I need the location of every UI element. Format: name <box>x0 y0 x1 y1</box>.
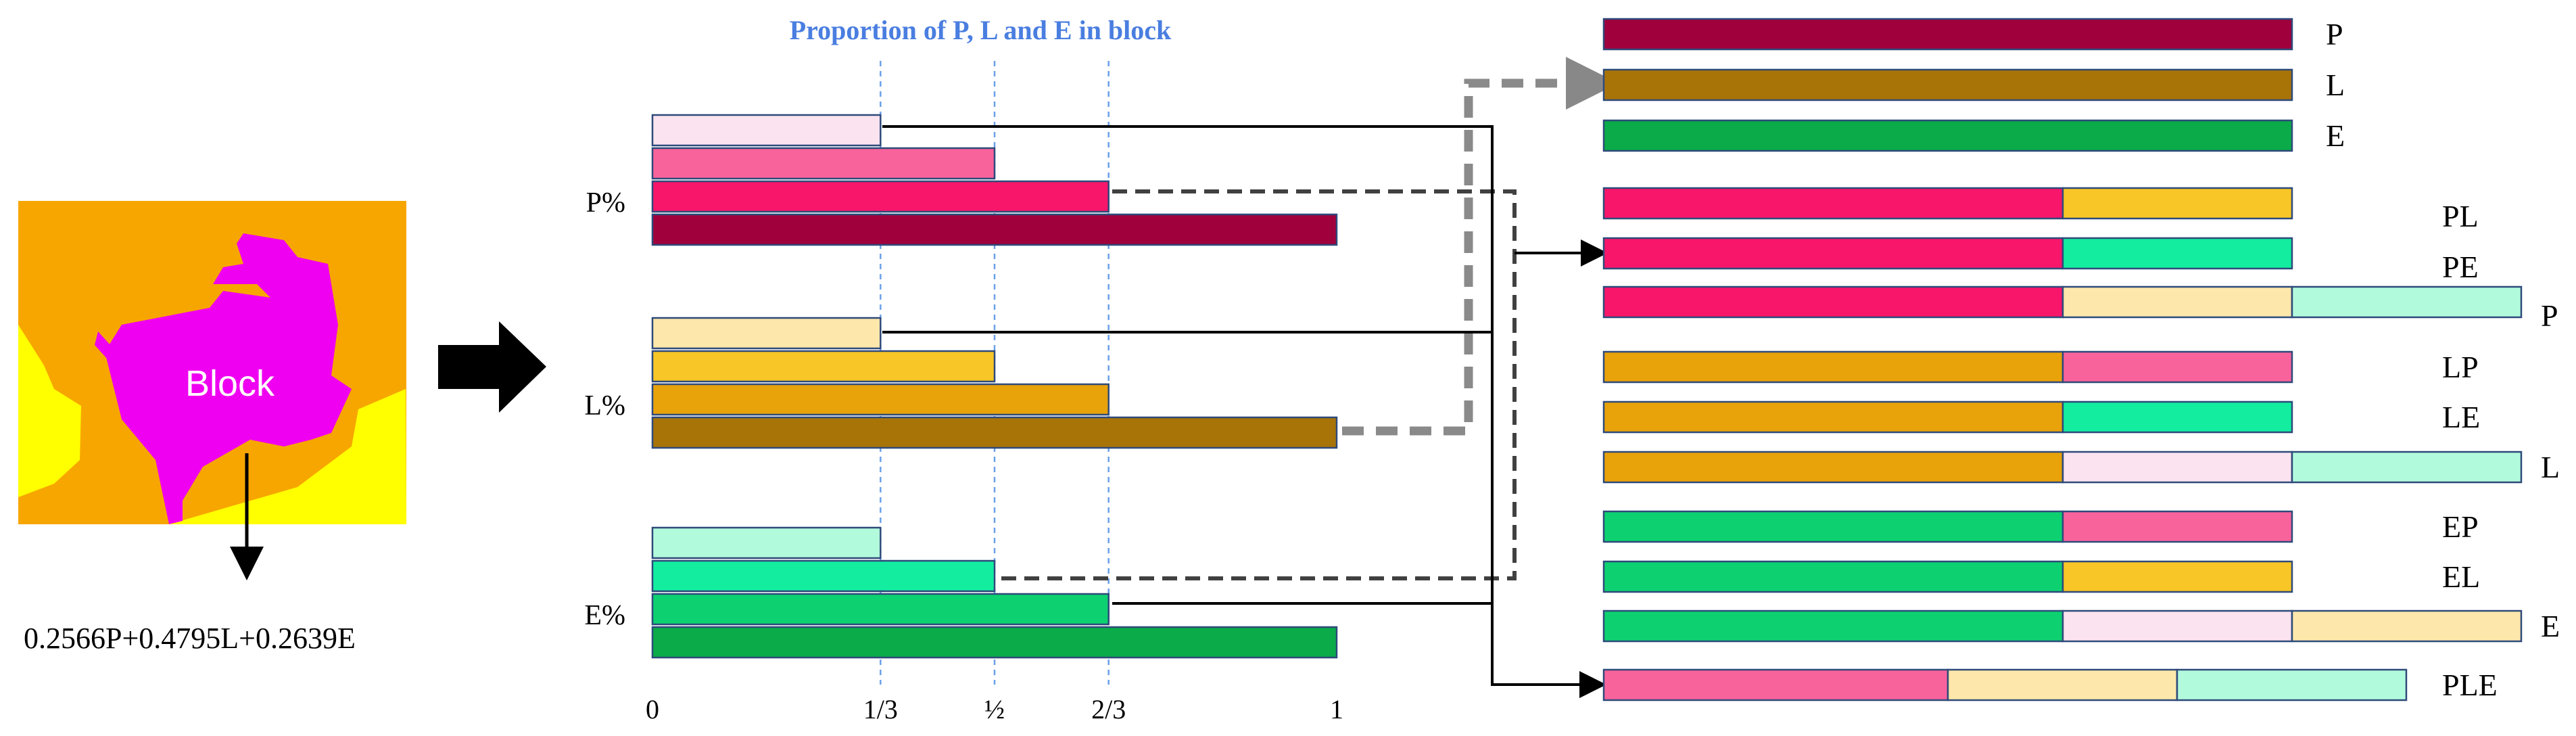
category-label: L% <box>584 390 625 421</box>
bar-l-1 <box>651 317 882 350</box>
bar-e-1 <box>651 526 882 559</box>
bar-e-3 <box>651 593 1110 626</box>
combo-segment-e <box>1602 510 2064 543</box>
bar-e-4 <box>651 626 1338 659</box>
combo-segment-l <box>1602 68 2293 101</box>
bar-e-2 <box>651 559 996 593</box>
combo-segment-p <box>1602 237 2064 270</box>
combo-segment-l <box>1602 451 2064 484</box>
bar-p-3 <box>651 180 1110 213</box>
combo-segment-l <box>2061 187 2293 220</box>
x-tick-label: 2/3 <box>1091 694 1126 724</box>
combo-segment-e <box>2291 451 2523 484</box>
combo-label: P <box>2326 17 2343 51</box>
x-tick-label: 1 <box>1330 694 1343 724</box>
block-spur <box>95 331 112 359</box>
category-labels: P% L% E% <box>584 187 625 631</box>
combo-segment-e <box>1602 610 2064 643</box>
bar-p-1 <box>651 114 882 147</box>
combo-segment-l <box>2061 560 2293 593</box>
combo-segment-e <box>2061 237 2293 270</box>
combo-label: LE <box>2442 400 2480 434</box>
proportion-chart: Proportion of P, L and E in block P% L% E%… <box>584 15 1343 724</box>
yellow-region-right <box>169 389 406 524</box>
bar-l-4 <box>651 416 1338 449</box>
combo-label: PE <box>2442 250 2479 284</box>
combo-segment-l <box>1602 350 2064 384</box>
bar-l-2 <box>651 350 996 383</box>
combo-label: PL <box>2442 199 2479 233</box>
combo-segment-l <box>1602 400 2064 434</box>
x-tick-label: 1/3 <box>863 694 898 724</box>
combo-segment-p <box>1602 668 1949 702</box>
combo-segment-e <box>1602 560 2064 593</box>
combo-segment-p <box>1602 18 2293 51</box>
combo-segment-l <box>1947 668 2178 702</box>
x-tick-label: ½ <box>984 694 1005 724</box>
combo-label: PLE <box>2442 668 2498 702</box>
chart-title: Proportion of P, L and E in block <box>790 15 1172 45</box>
flow-arrow-icon <box>438 321 546 413</box>
combo-segment-e <box>2176 668 2408 702</box>
connector-l-to-single <box>1342 57 1619 436</box>
combo-segment-e <box>2291 285 2523 319</box>
combo-segment-l <box>2061 285 2293 319</box>
combo-label: L <box>2541 450 2560 484</box>
combo-segment-p <box>2061 451 2293 484</box>
bar-l-3 <box>651 383 1110 416</box>
block-polygon <box>105 233 352 524</box>
block-label: Block <box>185 363 275 404</box>
connectors <box>882 57 1619 698</box>
block-formula: 0.2566P+0.4795L+0.2639E <box>24 622 356 655</box>
x-tick-label: 0 <box>646 694 659 724</box>
combo-label: EL <box>2442 559 2480 594</box>
combo-segment-e <box>2061 400 2293 434</box>
combo-segment-p <box>2061 510 2293 543</box>
combo-segment-p <box>2061 350 2293 384</box>
combo-label: L <box>2326 68 2345 102</box>
combo-label: P <box>2541 298 2558 333</box>
connector-pe-dashed <box>997 189 1517 580</box>
category-label: E% <box>584 600 625 631</box>
category-label: P% <box>586 187 625 218</box>
connector-ple-top <box>882 125 1606 698</box>
chart-bars <box>651 114 1338 659</box>
yellow-region-left <box>18 325 81 497</box>
bar-p-4 <box>651 213 1338 246</box>
combo-label: EP <box>2442 509 2479 544</box>
combo-segment-p <box>2061 610 2293 643</box>
combo-label: E <box>2326 118 2345 153</box>
combo-label: E <box>2541 609 2560 643</box>
block-map: Block 0.2566P+0.4795L+0.2639E <box>18 201 406 655</box>
combo-segment-e <box>1602 119 2293 152</box>
combo-label: LP <box>2442 350 2479 384</box>
combo-segment-p <box>1602 187 2064 220</box>
combo-segment-p <box>1602 285 2064 319</box>
combo-segment-l <box>2291 610 2523 643</box>
x-tick-labels: 0 1/3 ½ 2/3 1 <box>646 694 1343 724</box>
bar-p-2 <box>651 147 996 180</box>
